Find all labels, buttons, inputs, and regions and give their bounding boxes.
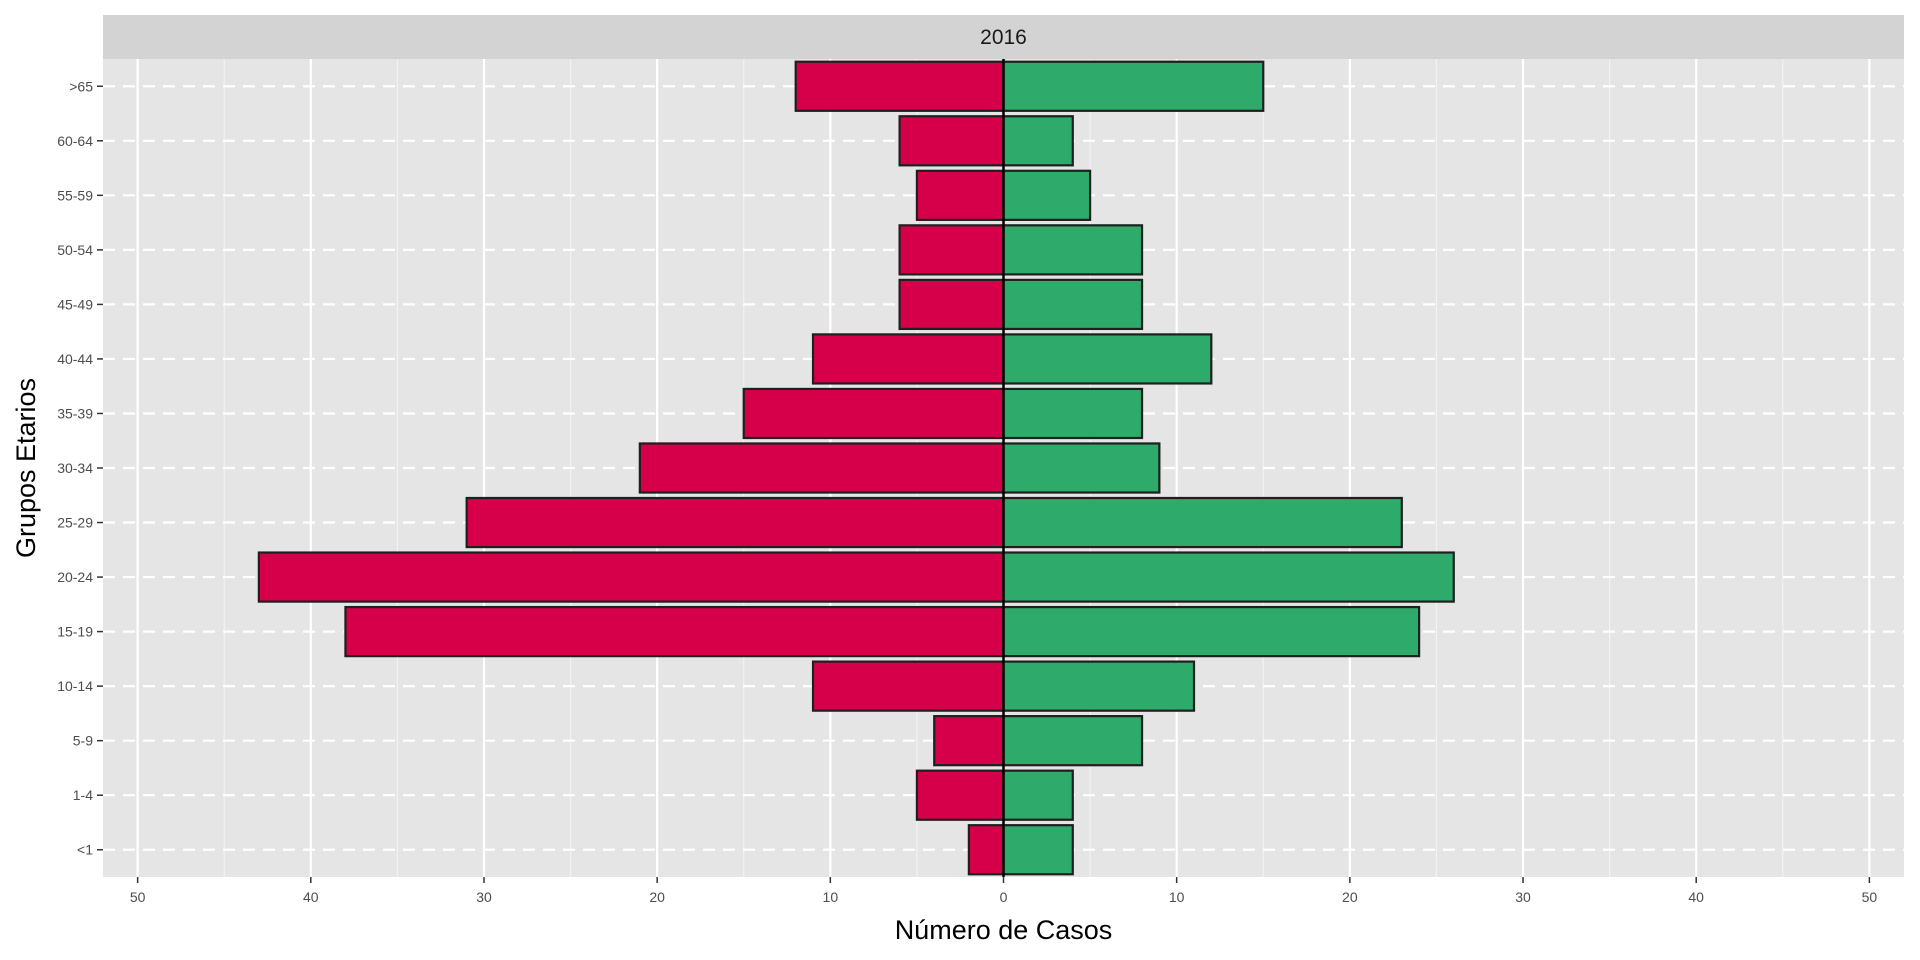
- y-tick-label: 35-39: [57, 405, 93, 421]
- x-tick-label: 0: [1000, 889, 1008, 905]
- x-axis-title: Número de Casos: [895, 915, 1113, 945]
- x-tick-label: 50: [1862, 889, 1878, 905]
- bar: [1002, 387, 1144, 440]
- y-tick-label: 50-54: [57, 242, 93, 258]
- bar: [1002, 551, 1455, 603]
- bar: [1002, 224, 1144, 276]
- y-tick-label: 30-34: [57, 460, 93, 476]
- y-tick-label: <1: [77, 842, 93, 858]
- bar: [898, 115, 1005, 167]
- bar: [1002, 333, 1213, 385]
- bar: [257, 551, 1005, 603]
- y-tick-label: 45-49: [57, 296, 93, 312]
- x-axis-ticks: 50 40 30 20 10 0 10 20 30 40 50: [130, 877, 1878, 905]
- y-tick-label: 60-64: [57, 133, 93, 149]
- y-tick-label: 5-9: [73, 733, 93, 749]
- bar: [1002, 769, 1074, 821]
- y-tick-label: 25-29: [57, 515, 93, 531]
- x-tick-label: 40: [303, 889, 319, 905]
- y-axis-title: Grupos Etarios: [11, 378, 41, 558]
- bar: [1002, 824, 1074, 876]
- facet-strip-label: 2016: [980, 26, 1027, 49]
- bar: [915, 169, 1005, 221]
- bar: [638, 442, 1005, 494]
- x-tick-label: 40: [1688, 889, 1704, 905]
- bar: [1002, 605, 1421, 658]
- y-tick-label: 55-59: [57, 187, 93, 203]
- y-axis-ticks: <1 1-4 5-9 10-14 15-19 20-24 25-29 30-34 35-39 40…: [57, 78, 103, 858]
- bar: [465, 496, 1005, 549]
- x-tick-label: 10: [1169, 889, 1185, 905]
- y-tick-label: 20-24: [57, 569, 93, 585]
- bar: [1002, 660, 1196, 712]
- bar: [1002, 60, 1265, 112]
- y-tick-label: 10-14: [57, 678, 93, 694]
- facet-strip: [103, 15, 1904, 59]
- y-tick-label: 1-4: [73, 787, 93, 803]
- x-tick-label: 20: [649, 889, 665, 905]
- y-tick-label: >65: [69, 78, 93, 94]
- y-tick-label: 40-44: [57, 351, 93, 367]
- bar: [1002, 715, 1144, 767]
- y-tick-label: 15-19: [57, 624, 93, 640]
- bar: [933, 715, 1005, 767]
- x-tick-label: 20: [1342, 889, 1358, 905]
- bar: [344, 605, 1005, 658]
- bar: [967, 824, 1005, 876]
- x-tick-label: 10: [823, 889, 839, 905]
- bar: [898, 278, 1005, 331]
- bar: [811, 660, 1005, 712]
- bar: [898, 224, 1005, 276]
- bar: [1002, 496, 1403, 549]
- bar: [1002, 442, 1161, 494]
- bar: [811, 333, 1005, 385]
- bar: [915, 769, 1005, 821]
- x-tick-label: 30: [1515, 889, 1531, 905]
- bar: [1002, 278, 1144, 331]
- bar: [1002, 115, 1074, 167]
- bars: [257, 60, 1455, 876]
- x-tick-label: 30: [476, 889, 492, 905]
- bar: [1002, 169, 1092, 221]
- bar: [794, 60, 1005, 112]
- x-tick-label: 50: [130, 889, 146, 905]
- bar: [742, 387, 1005, 440]
